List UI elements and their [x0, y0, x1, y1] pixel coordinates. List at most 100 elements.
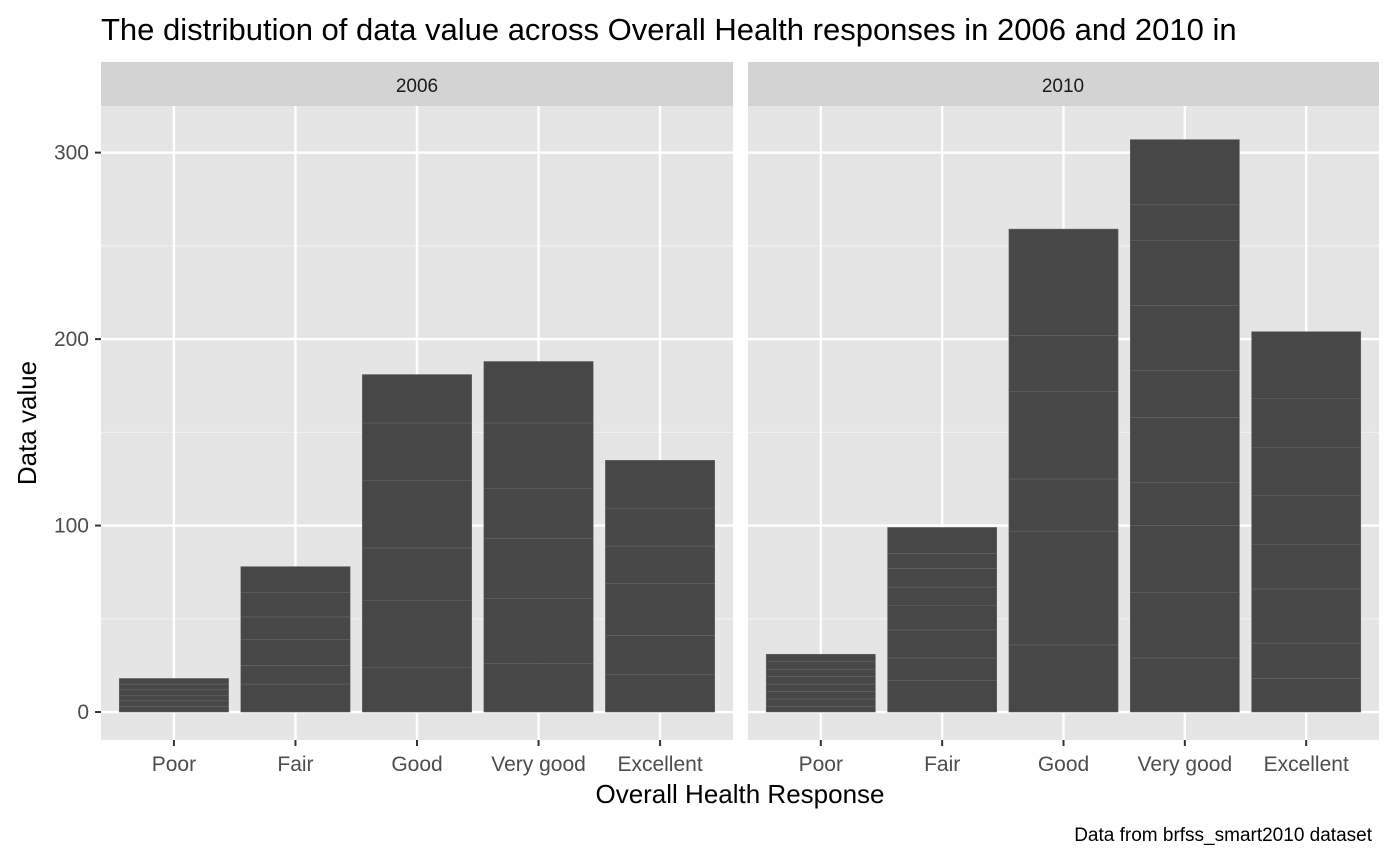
panel-2006-bars — [118, 361, 716, 713]
strip-2006-label: 2006 — [396, 76, 438, 97]
bar-segment — [765, 698, 876, 707]
bar-fair — [240, 566, 351, 713]
bar-segment — [362, 599, 472, 668]
bar-segment — [1251, 642, 1362, 679]
bar-good — [1008, 228, 1119, 713]
bar-excellent — [605, 460, 716, 713]
bar-segment — [765, 653, 876, 662]
panel-2006: 2006 — [101, 62, 733, 740]
bar-segment — [1251, 588, 1362, 644]
x-tick-label: Fair — [277, 753, 313, 776]
x-tick-label: Poor — [799, 753, 843, 776]
bar-segment — [765, 661, 876, 670]
bar-segment — [1251, 495, 1362, 545]
x-tick-label: Very good — [491, 753, 586, 776]
bar-segment — [887, 568, 998, 588]
bar-segment — [765, 706, 876, 713]
bar-segment — [887, 680, 998, 713]
bar-segment — [1129, 525, 1240, 593]
bar-poor — [118, 678, 229, 713]
strip-2010-label: 2010 — [1042, 76, 1084, 97]
bar-segment — [483, 538, 594, 599]
chart-title: The distribution of data value across Ov… — [101, 12, 1237, 47]
bar-segment — [1251, 331, 1362, 400]
x-tick-label: Excellent — [1264, 753, 1349, 776]
strip-2010 — [748, 62, 1379, 106]
bar-segment — [1251, 543, 1362, 590]
bar-segment — [1129, 592, 1240, 659]
bar-segment — [362, 422, 472, 482]
y-tick-label: 200 — [54, 328, 89, 351]
bar-segment — [362, 374, 472, 424]
bar-segment — [765, 676, 876, 685]
bar-segment — [1129, 657, 1240, 713]
bar-segment — [765, 691, 876, 700]
bar-poor — [765, 653, 876, 713]
bar-segment — [240, 665, 351, 685]
bar-segment — [240, 683, 351, 713]
bar-segment — [1129, 139, 1240, 206]
x-axis-panel-2010: Poor Fair Good Very good Excellent — [799, 740, 1349, 776]
bar-segment — [765, 668, 876, 677]
bar-segment — [1251, 398, 1362, 448]
bar-segment — [362, 547, 472, 601]
bar-very-good — [483, 361, 594, 713]
y-tick-label: 100 — [54, 515, 89, 538]
bar-segment — [1129, 482, 1240, 526]
strip-2006 — [101, 62, 733, 106]
bar-segment — [1008, 530, 1119, 646]
bar-segment — [1008, 391, 1119, 480]
bar-excellent — [1251, 331, 1362, 713]
panel-2010: 2010 — [748, 62, 1379, 740]
panel-2010-bars — [765, 139, 1362, 713]
bar-fair — [887, 527, 998, 713]
bar-segment — [1008, 478, 1119, 532]
bar-segment — [1129, 240, 1240, 306]
bar-segment — [605, 545, 716, 584]
bar-segment — [887, 657, 998, 681]
bar-segment — [1129, 370, 1240, 418]
bar-segment — [605, 583, 716, 636]
bar-good — [362, 374, 472, 713]
bar-segment — [1129, 305, 1240, 372]
bar-segment — [483, 663, 594, 713]
bar-segment — [605, 508, 716, 547]
bar-segment — [887, 586, 998, 606]
bar-segment — [887, 527, 998, 554]
bar-segment — [240, 592, 351, 618]
x-tick-label: Fair — [924, 753, 960, 776]
bar-segment — [362, 480, 472, 549]
bar-segment — [1008, 335, 1119, 392]
bar-segment — [1008, 644, 1119, 713]
bar-segment — [483, 422, 594, 489]
bar-segment — [605, 460, 716, 510]
bar-segment — [887, 629, 998, 659]
bar-segment — [118, 706, 229, 713]
bar-segment — [605, 635, 716, 675]
bar-segment — [240, 566, 351, 593]
x-tick-label: Excellent — [617, 753, 702, 776]
bar-segment — [362, 667, 472, 713]
x-axis-title: Overall Health Response — [595, 779, 884, 809]
bar-segment — [118, 678, 229, 685]
y-axis-title: Data value — [12, 361, 42, 485]
bar-segment — [605, 674, 716, 713]
bar-segment — [240, 616, 351, 640]
bar-segment — [483, 598, 594, 664]
bar-segment — [118, 689, 229, 696]
x-tick-label: Very good — [1138, 753, 1233, 776]
bar-segment — [483, 488, 594, 539]
x-tick-label: Poor — [152, 753, 196, 776]
y-tick-label: 300 — [54, 142, 89, 165]
bar-segment — [1251, 678, 1362, 713]
bar-segment — [765, 683, 876, 692]
bar-segment — [887, 553, 998, 569]
bar-segment — [118, 694, 229, 702]
bar-segment — [118, 683, 229, 690]
bar-segment — [1129, 204, 1240, 241]
chart-caption: Data from brfss_smart2010 dataset — [1074, 825, 1373, 846]
bar-segment — [240, 639, 351, 666]
bar-segment — [118, 700, 229, 707]
bar-segment — [1008, 228, 1119, 336]
